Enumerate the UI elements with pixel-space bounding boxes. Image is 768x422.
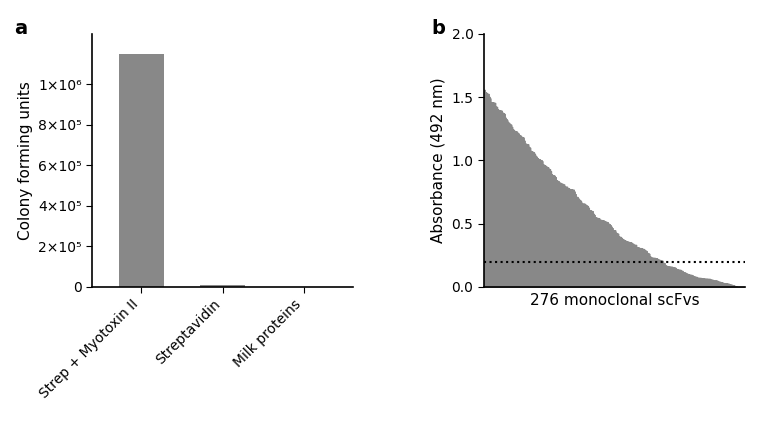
Y-axis label: Colony forming units: Colony forming units	[18, 81, 32, 240]
Text: a: a	[14, 19, 27, 38]
Text: b: b	[432, 19, 445, 38]
Y-axis label: Absorbance (492 nm): Absorbance (492 nm)	[431, 78, 446, 243]
X-axis label: 276 monoclonal scFvs: 276 monoclonal scFvs	[530, 292, 699, 308]
Bar	[119, 54, 164, 287]
Bar	[200, 285, 245, 287]
